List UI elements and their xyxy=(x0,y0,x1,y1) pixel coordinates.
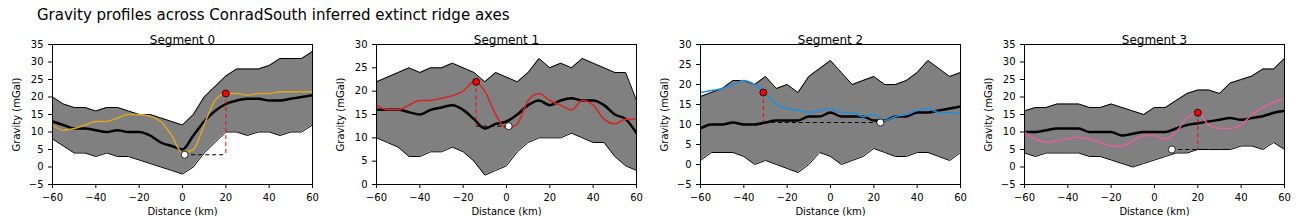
svg-text:0: 0 xyxy=(827,192,833,203)
svg-text:30: 30 xyxy=(355,39,368,50)
svg-text:−20: −20 xyxy=(1101,192,1122,203)
svg-text:30: 30 xyxy=(31,56,44,67)
svg-text:Distance (km): Distance (km) xyxy=(1119,206,1189,216)
svg-text:−20: −20 xyxy=(129,192,150,203)
svg-text:−40: −40 xyxy=(733,192,754,203)
svg-text:15: 15 xyxy=(355,109,368,120)
svg-text:Segment 3: Segment 3 xyxy=(1122,33,1187,47)
svg-text:40: 40 xyxy=(263,192,276,203)
svg-text:Segment 2: Segment 2 xyxy=(798,33,863,47)
svg-text:60: 60 xyxy=(630,192,643,203)
svg-text:35: 35 xyxy=(31,39,44,50)
svg-text:5: 5 xyxy=(37,144,43,155)
svg-text:20: 20 xyxy=(1003,91,1016,102)
svg-text:Gravity (mGal): Gravity (mGal) xyxy=(983,77,994,151)
svg-text:0: 0 xyxy=(503,192,509,203)
svg-text:Distance (km): Distance (km) xyxy=(795,206,865,216)
svg-text:20: 20 xyxy=(543,192,556,203)
svg-text:60: 60 xyxy=(1278,192,1291,203)
svg-text:60: 60 xyxy=(306,192,319,203)
svg-text:20: 20 xyxy=(31,91,44,102)
svg-text:0: 0 xyxy=(1151,192,1157,203)
svg-text:40: 40 xyxy=(1235,192,1248,203)
svg-text:−20: −20 xyxy=(453,192,474,203)
svg-text:15: 15 xyxy=(1003,109,1016,120)
svg-text:10: 10 xyxy=(355,132,368,143)
svg-text:−5: −5 xyxy=(677,179,692,190)
svg-text:Distance (km): Distance (km) xyxy=(147,206,217,216)
svg-text:40: 40 xyxy=(911,192,924,203)
svg-text:10: 10 xyxy=(1003,126,1016,137)
svg-text:0: 0 xyxy=(361,179,367,190)
svg-text:−60: −60 xyxy=(366,192,387,203)
svg-text:−40: −40 xyxy=(85,192,106,203)
svg-text:10: 10 xyxy=(31,126,44,137)
svg-text:5: 5 xyxy=(1009,144,1015,155)
svg-text:−60: −60 xyxy=(1014,192,1035,203)
svg-text:0: 0 xyxy=(685,159,691,170)
svg-text:30: 30 xyxy=(679,39,692,50)
svg-text:0: 0 xyxy=(37,161,43,172)
svg-text:Distance (km): Distance (km) xyxy=(471,206,541,216)
svg-text:Gravity (mGal): Gravity (mGal) xyxy=(335,77,346,151)
svg-text:−20: −20 xyxy=(777,192,798,203)
svg-text:Gravity (mGal): Gravity (mGal) xyxy=(11,77,22,151)
svg-text:0: 0 xyxy=(1009,161,1015,172)
svg-text:−40: −40 xyxy=(409,192,430,203)
html-text:Gravity profiles across Conrad: Gravity profiles across ConradSouth infe… xyxy=(37,6,510,24)
svg-text:40: 40 xyxy=(587,192,600,203)
svg-text:Segment 1: Segment 1 xyxy=(474,33,539,47)
svg-text:25: 25 xyxy=(1003,74,1016,85)
svg-text:0: 0 xyxy=(179,192,185,203)
svg-text:20: 20 xyxy=(355,85,368,96)
svg-text:25: 25 xyxy=(679,59,692,70)
svg-text:10: 10 xyxy=(679,119,692,130)
svg-text:−40: −40 xyxy=(1057,192,1078,203)
svg-text:−60: −60 xyxy=(42,192,63,203)
svg-text:15: 15 xyxy=(31,109,44,120)
svg-text:25: 25 xyxy=(31,74,44,85)
svg-text:60: 60 xyxy=(954,192,967,203)
svg-text:−5: −5 xyxy=(1001,179,1016,190)
svg-text:20: 20 xyxy=(1191,192,1204,203)
svg-text:Segment 0: Segment 0 xyxy=(150,33,215,47)
svg-text:20: 20 xyxy=(219,192,232,203)
svg-text:5: 5 xyxy=(685,139,691,150)
svg-text:Gravity (mGal): Gravity (mGal) xyxy=(659,77,670,151)
svg-text:20: 20 xyxy=(679,79,692,90)
svg-text:15: 15 xyxy=(679,99,692,110)
svg-text:5: 5 xyxy=(361,155,367,166)
svg-text:−5: −5 xyxy=(29,179,44,190)
svg-text:30: 30 xyxy=(1003,56,1016,67)
svg-text:35: 35 xyxy=(1003,39,1016,50)
svg-text:20: 20 xyxy=(867,192,880,203)
svg-text:−60: −60 xyxy=(690,192,711,203)
svg-text:25: 25 xyxy=(355,62,368,73)
